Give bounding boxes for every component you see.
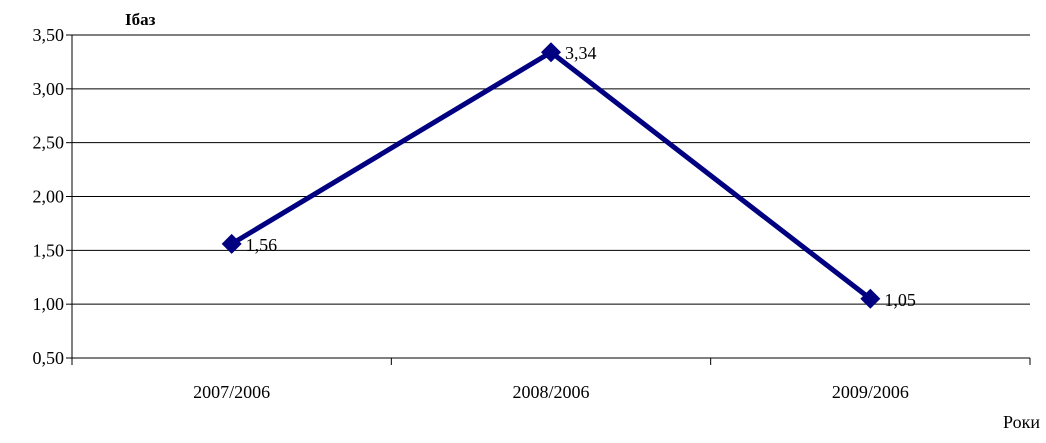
x-axis-title: Роки xyxy=(1003,412,1040,432)
x-tick-label: 2009/2006 xyxy=(832,382,909,402)
y-tick-label: 2,50 xyxy=(33,133,65,153)
data-label: 1,56 xyxy=(246,235,278,255)
x-tick-label: 2007/2006 xyxy=(193,382,270,402)
y-tick-label: 1,00 xyxy=(33,294,65,314)
data-point-marker xyxy=(221,233,242,254)
y-tick-label: 3,50 xyxy=(33,25,65,45)
series: 1,56 3,34 1,05 xyxy=(221,42,916,310)
x-tick-label: 2008/2006 xyxy=(512,382,589,402)
x-tick-labels: 2007/2006 2008/2006 2009/2006 xyxy=(193,382,909,402)
data-label: 3,34 xyxy=(565,43,597,63)
y-tick-label: 2,00 xyxy=(33,187,65,207)
data-point-marker xyxy=(860,288,881,309)
y-tick-label: 0,50 xyxy=(33,348,65,368)
y-tick-label: 1,50 xyxy=(33,240,65,260)
axes xyxy=(71,35,1030,359)
data-point-marker xyxy=(541,42,561,63)
y-tick-labels: 0,50 1,00 1,50 2,00 2,50 3,00 3,50 xyxy=(33,25,65,368)
y-axis-title: Ібаз xyxy=(125,10,156,29)
data-label: 1,05 xyxy=(884,290,916,310)
gridlines xyxy=(66,34,1031,365)
y-tick-label: 3,00 xyxy=(33,79,65,99)
